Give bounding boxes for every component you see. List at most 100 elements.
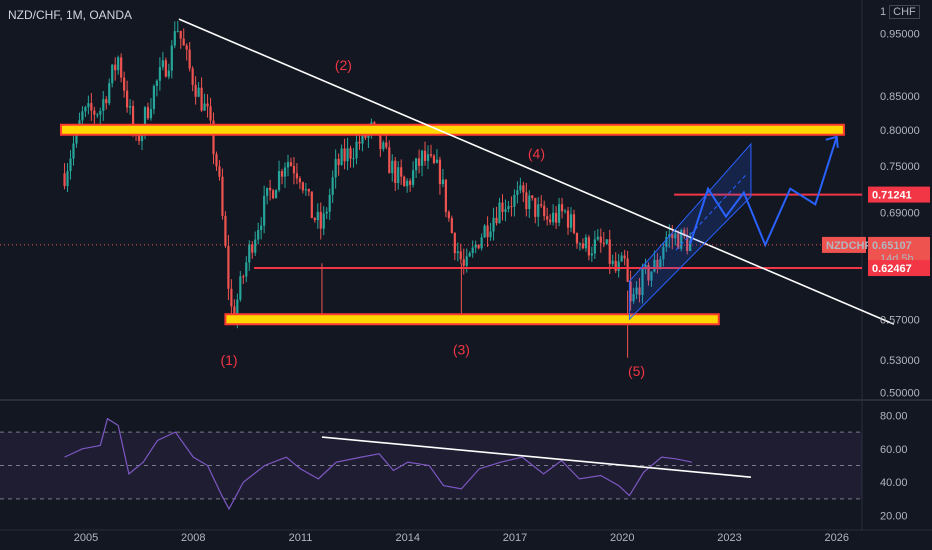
candle-body [629,281,632,302]
candle-body [406,180,409,187]
candle-body [209,106,212,121]
candle-body [343,148,346,162]
symbol-badge-label: NZDCHF [826,240,871,252]
price-tick-label: 0.95000 [880,29,920,41]
candle-body [334,158,337,178]
candle-body [114,64,117,71]
candle-body [394,160,397,183]
price-tick-label: 0.80000 [880,125,920,137]
candle-body [194,84,197,97]
candle-body [325,211,328,214]
candle-body [525,192,528,210]
projection-path[interactable] [689,136,838,248]
candle-body [495,217,498,224]
candle-body [126,90,129,108]
candle-body [549,219,552,223]
candle-body [84,107,87,112]
candle-body [263,195,266,226]
candle-body [319,211,322,229]
candle-body [593,239,596,254]
candle-body [543,205,546,217]
candle-body [280,171,284,177]
resistance-zone[interactable] [59,123,845,136]
level-tag-upper[interactable]: 0.71241 [868,186,930,203]
currency-badge[interactable]: CHF [889,5,920,19]
time-tick-label: 2023 [717,532,741,544]
candle-body [245,262,248,277]
candle-body [239,276,242,300]
candle-body [251,244,254,253]
candle-body [647,265,650,281]
candle-body [257,230,260,240]
candle-body [105,99,108,104]
drawings[interactable]: (1) (2) (3) (4) (5) [0,18,895,379]
scale-mode-label[interactable]: 1 [880,6,887,18]
candle-body [102,99,105,111]
candles-series [63,20,692,329]
candle-body [677,233,680,249]
price-pane [0,0,932,531]
candle-body [289,162,293,166]
candle-body [426,154,430,161]
candle-body [540,204,543,206]
wave-label: (2) [335,57,352,73]
arrow-head-icon [825,135,839,148]
candle-body [292,165,296,174]
level-tag-lower[interactable]: 0.62467 [868,260,930,277]
candle-body [563,210,567,212]
candle-body [471,247,474,254]
candle-body [513,194,516,207]
rsi-pane: 80.00 60.00 40.00 20.00 [0,410,908,523]
candle-body [358,141,361,144]
candle-body [409,180,412,185]
candle-body [158,67,161,81]
symbol-badge-bg[interactable] [822,236,866,253]
candle-body [447,211,450,219]
candle-body [66,171,69,187]
support-zone[interactable] [224,313,720,326]
candle-body [477,244,480,249]
candle-body [504,208,507,213]
candle-body [662,247,665,260]
candle-body [385,142,388,148]
symbol-title[interactable]: NZD/CHF, 1M, OANDA [8,8,133,22]
ascending-channel[interactable] [628,142,752,321]
candle-body [656,259,659,269]
time-axis[interactable]: 2005 2008 2011 2014 2017 2020 2023 2026 [74,532,849,544]
candle-body [313,218,316,221]
candle-body [599,236,602,243]
candle-body [456,251,459,254]
candle-body [450,218,453,233]
price-tag-bg [868,260,930,277]
candle-body [152,85,156,110]
price-tick-label: 0.50000 [880,388,920,400]
candle-body [230,288,233,307]
candle-body [352,158,355,160]
candle-body [200,87,203,111]
candle-body [498,202,501,224]
candle-body [665,237,668,248]
candle-body [537,204,540,217]
candle-body [391,160,394,174]
candle-body [337,158,340,165]
candle-body [412,170,415,185]
downtrend-line[interactable] [178,18,895,325]
time-tick-label: 2014 [396,532,420,544]
candle-body [271,190,275,199]
current-price-value: 0.65107 [872,240,912,252]
candle-body [557,204,561,223]
candle-body [277,171,281,191]
currency-control[interactable]: 1 CHF [880,5,920,19]
candle-body [373,122,376,126]
candle-body [611,260,614,264]
candle-body [602,242,605,244]
price-axis[interactable]: 0.95000 0.85000 0.80000 0.75000 0.69000 0.570… [822,29,930,400]
candle-body [206,103,209,107]
candle-body [173,31,176,46]
candle-body [301,182,304,191]
candle-body [72,143,75,159]
candle-body [328,194,331,212]
candle-body [423,150,427,161]
wave-label: (1) [220,352,237,368]
price-tag-label: 0.62467 [872,263,912,275]
